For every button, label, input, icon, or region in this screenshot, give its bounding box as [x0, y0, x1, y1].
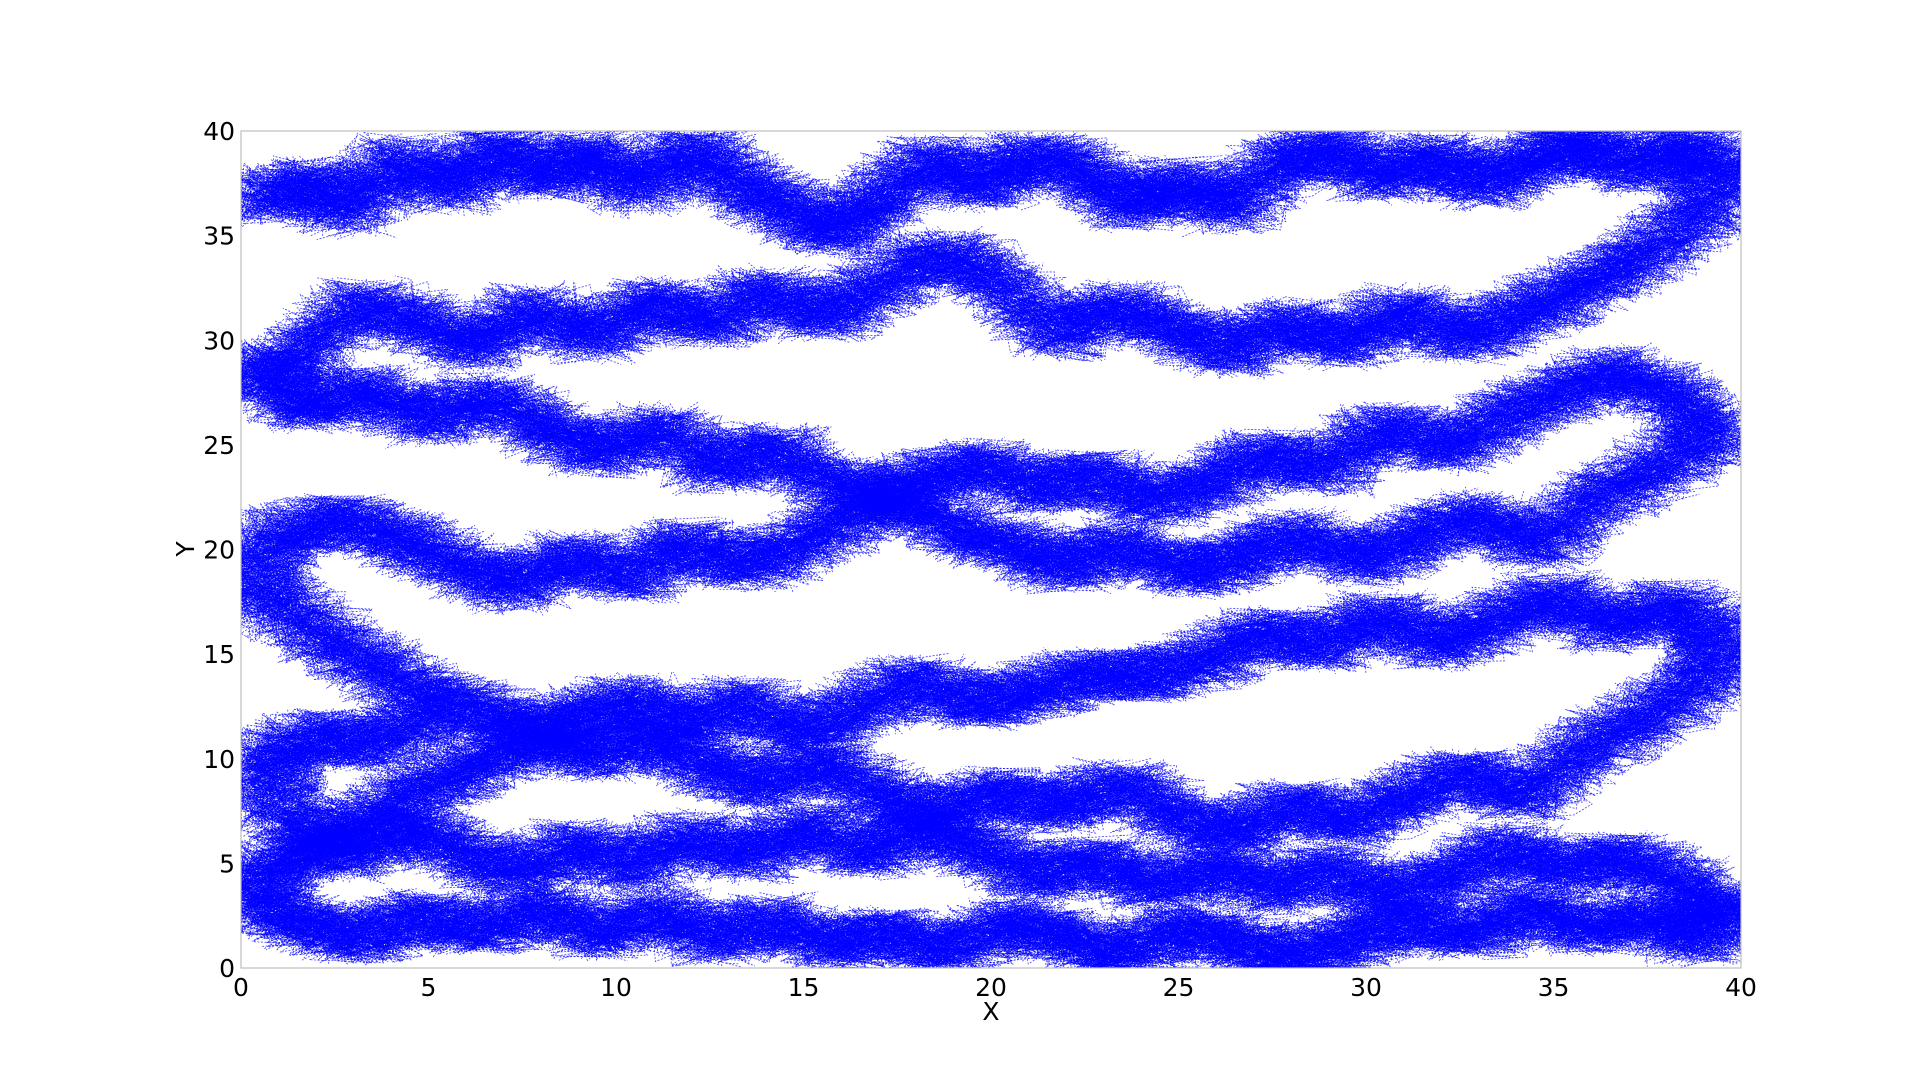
- plot-area: [212, 119, 1771, 978]
